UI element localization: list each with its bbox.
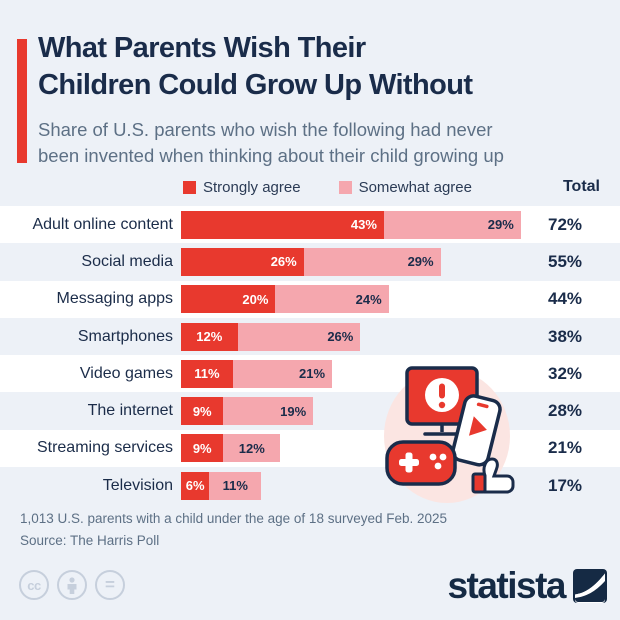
value-label: 20%	[242, 291, 269, 307]
table-row: Streaming services 9% 12% 21%	[0, 429, 620, 468]
stacked-bar: 43% 29%	[181, 210, 521, 239]
cc-icon: cc	[19, 570, 49, 600]
value-label: 6%	[185, 478, 205, 494]
total-value: 72%	[548, 214, 583, 234]
table-row: Social media 26% 29% 55%	[0, 243, 620, 280]
stacked-bar: 26% 29%	[181, 247, 441, 276]
table-row: Television 6% 11% 17%	[0, 467, 620, 504]
table-row: Smartphones 12% 26% 38%	[0, 318, 620, 355]
subtitle-line-2: been invented when thinking about their …	[38, 145, 504, 166]
legend-strongly-agree-label: Strongly agree	[203, 178, 301, 196]
value-label: 21%	[298, 366, 326, 382]
value-label: 12%	[238, 440, 265, 456]
table-row: Video games 11% 21% 32%	[0, 355, 620, 393]
somewhat-agree-segment: 29%	[303, 247, 441, 276]
category-label: Adult online content	[32, 215, 173, 233]
value-label: 29%	[487, 217, 514, 233]
source-line: Source: The Harris Poll	[20, 533, 160, 548]
strongly-agree-segment: 12%	[181, 322, 238, 351]
statista-logo: statista	[447, 565, 607, 607]
thumbs-up-icon	[471, 457, 515, 494]
value-label: 11%	[194, 366, 220, 382]
legend-somewhat-agree-swatch	[338, 180, 352, 194]
strongly-agree-segment: 11%	[181, 359, 233, 388]
legend: Strongly agree Somewhat agree Total	[183, 178, 600, 196]
total-value: 17%	[548, 475, 583, 495]
stacked-bar: 6% 11%	[181, 471, 262, 500]
value-label: 29%	[407, 254, 434, 270]
category-label: Smartphones	[77, 327, 173, 345]
strongly-agree-segment: 9%	[181, 397, 224, 426]
somewhat-agree-segment: 24%	[275, 285, 389, 314]
total-value: 28%	[548, 401, 583, 421]
table-row: Messaging apps 20% 24% 44%	[0, 280, 620, 318]
subtitle-line-1: Share of U.S. parents who wish the follo…	[38, 119, 493, 140]
category-label: The internet	[87, 402, 173, 420]
warning-monitor-icon	[405, 366, 479, 436]
strongly-agree-segment: 43%	[181, 210, 384, 239]
value-label: 26%	[270, 254, 297, 270]
statista-wordmark: statista	[447, 565, 566, 606]
game-controller-icon	[385, 440, 457, 486]
attribution-person-icon	[57, 570, 87, 600]
total-column-header: Total	[562, 178, 600, 195]
category-label: Social media	[81, 252, 173, 270]
stacked-bar: 20% 24%	[181, 285, 389, 314]
media-devices-illustration	[384, 366, 515, 503]
value-label: 24%	[355, 291, 382, 307]
strongly-agree-segment: 9%	[181, 434, 224, 463]
value-label: 9%	[192, 440, 212, 456]
somewhat-agree-segment: 21%	[232, 359, 333, 388]
somewhat-agree-segment: 29%	[383, 210, 521, 239]
category-label: Messaging apps	[56, 290, 173, 308]
strongly-agree-segment: 26%	[181, 247, 304, 276]
somewhat-agree-segment: 12%	[223, 434, 281, 463]
statista-logo-mark	[573, 569, 607, 603]
somewhat-agree-segment: 26%	[237, 322, 361, 351]
value-label: 43%	[350, 217, 377, 233]
total-value: 55%	[548, 251, 583, 271]
total-value: 44%	[548, 289, 583, 309]
video-phone-icon	[451, 394, 502, 467]
page-subtitle: Share of U.S. parents who wish the follo…	[38, 117, 608, 169]
title-line-2: Children Could Grow Up Without	[38, 69, 473, 101]
stacked-bar: 9% 19%	[181, 397, 314, 426]
title-line-1: What Parents Wish Their	[38, 32, 366, 64]
strongly-agree-segment: 20%	[181, 285, 276, 314]
category-label: Streaming services	[36, 439, 173, 457]
page-title: What Parents Wish Their Children Could G…	[38, 30, 608, 104]
stacked-bar: 9% 12%	[181, 434, 281, 463]
table-row: The internet 9% 19% 28%	[0, 392, 620, 429]
no-derivatives-equals-icon: =	[95, 570, 125, 600]
category-label: Video games	[79, 364, 173, 382]
survey-note: 1,013 U.S. parents with a child under th…	[20, 511, 448, 526]
value-label: 9%	[192, 403, 212, 419]
legend-somewhat-agree-label: Somewhat agree	[358, 178, 472, 196]
total-value: 21%	[548, 438, 583, 458]
title-accent-bar	[17, 39, 27, 163]
total-value: 32%	[548, 363, 583, 383]
value-label: 11%	[222, 478, 248, 494]
stacked-bar: 11% 21%	[181, 359, 333, 388]
creative-commons-icons: cc =	[19, 570, 125, 600]
value-label: 19%	[280, 403, 307, 419]
chart-rows: Adult online content 43% 29% 72% Social medi…	[0, 206, 620, 504]
total-value: 38%	[548, 326, 583, 346]
strongly-agree-segment: 6%	[181, 471, 210, 500]
category-label: Television	[102, 476, 173, 494]
value-label: 12%	[196, 329, 223, 345]
stacked-bar: 12% 26%	[181, 322, 361, 351]
legend-strongly-agree-swatch	[183, 180, 196, 194]
somewhat-agree-segment: 11%	[209, 471, 262, 500]
value-label: 26%	[327, 329, 354, 345]
somewhat-agree-segment: 19%	[223, 397, 314, 426]
table-row: Adult online content 43% 29% 72%	[0, 206, 620, 244]
